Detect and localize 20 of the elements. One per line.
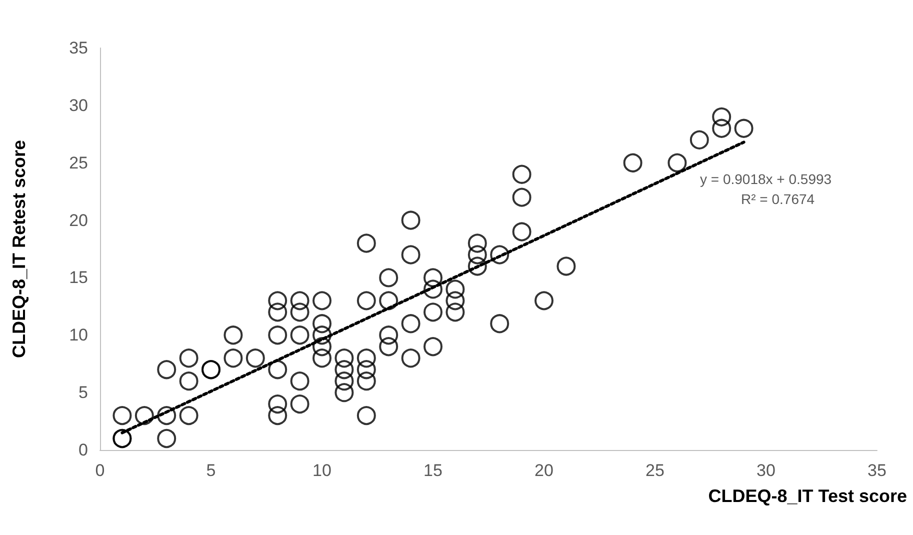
x-axis-title: CLDEQ-8_IT Test score (708, 486, 908, 506)
annotation: R² = 0.7674 (741, 191, 815, 207)
x-tick-label: 25 (646, 461, 664, 480)
x-tick-label: 35 (868, 461, 886, 480)
y-tick-label: 5 (78, 383, 88, 402)
y-tick-label: 10 (69, 326, 88, 345)
y-tick-label: 25 (69, 153, 88, 172)
x-tick-label: 10 (312, 461, 332, 480)
y-tick-label: 35 (69, 38, 88, 58)
x-tick-label: 30 (756, 461, 776, 480)
annotation: y = 0.9018x + 0.5993 (700, 171, 832, 187)
y-tick-label: 15 (69, 268, 88, 288)
y-tick-label: 0 (78, 440, 88, 460)
x-tick-label: 5 (206, 461, 216, 480)
y-tick-label: 30 (69, 96, 88, 115)
y-tick-label: 20 (69, 210, 88, 230)
y-axis-title: CLDEQ-8_IT Retest score (9, 140, 29, 358)
x-tick-label: 20 (534, 461, 554, 480)
x-tick-label: 15 (424, 461, 442, 480)
x-tick-label: 0 (95, 461, 105, 480)
